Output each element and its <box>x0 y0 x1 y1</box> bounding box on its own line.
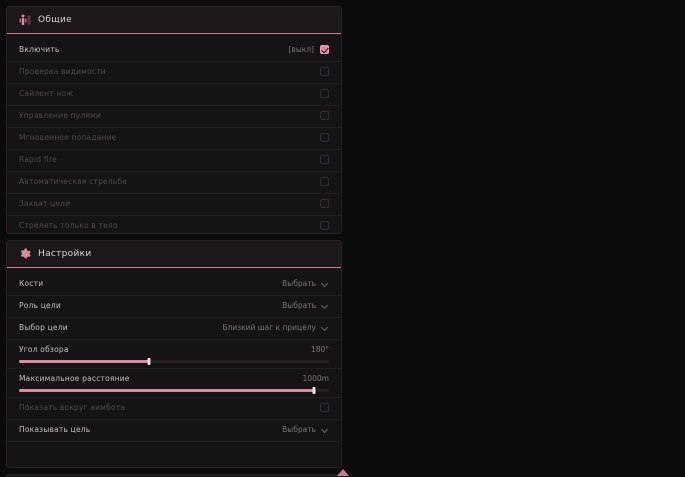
row-control <box>320 177 329 186</box>
slider-fill <box>19 389 314 392</box>
row-control <box>320 155 329 164</box>
setting-row[interactable]: Максимальное расстояние 1000m <box>7 369 341 398</box>
checkbox[interactable] <box>320 199 329 208</box>
setting-row[interactable]: Показать вокруг аимбота <box>7 398 341 420</box>
row-label: Выбор цели <box>19 323 68 332</box>
row-control <box>320 403 329 412</box>
row-label: Кости <box>19 279 44 288</box>
row-label: Включить <box>19 45 60 54</box>
setting-row[interactable]: Показывать цель Выбрать <box>7 420 341 442</box>
slider[interactable] <box>19 358 329 365</box>
row-value: [выкл] <box>288 45 314 54</box>
setting-row[interactable]: Роль цели Выбрать <box>7 296 341 318</box>
checkbox[interactable] <box>320 133 329 142</box>
setting-row[interactable]: Захват цели <box>7 194 341 216</box>
row-label: Максимальное расстояние <box>19 374 130 383</box>
row-value: 180° <box>310 345 329 354</box>
chevron-down-icon[interactable] <box>322 324 329 331</box>
setting-row[interactable]: Кости Выбрать <box>7 274 341 296</box>
checkbox[interactable] <box>320 67 329 76</box>
row-label: Мгновенное попадание <box>19 133 117 142</box>
slider-knob[interactable] <box>312 387 315 394</box>
setting-row[interactable]: Управление пулями <box>7 106 341 128</box>
slider-knob[interactable] <box>147 358 151 365</box>
row-value: Выбрать <box>282 425 316 434</box>
row-control: Выбрать <box>282 301 329 310</box>
panel-body: Включить [выкл] Проверка видимости Сайлент … <box>7 34 341 233</box>
row-control: 180° <box>311 345 329 354</box>
setting-row[interactable]: Автоматическая стрельба <box>7 172 341 194</box>
row-label: Стрелять только в тело <box>19 221 118 230</box>
row-value: 1000m <box>302 374 329 383</box>
row-control <box>320 111 329 120</box>
row-label: Rapid fire <box>19 155 57 164</box>
setting-row[interactable]: Проверка видимости <box>7 62 341 84</box>
setting-row[interactable]: Включить [выкл] <box>7 40 341 62</box>
setting-row[interactable]: Выбор цели Близкий шаг к прицелу <box>7 318 341 340</box>
panel-title: Настройки <box>38 249 92 259</box>
row-value: Выбрать <box>282 279 316 288</box>
row-control: Выбрать <box>282 279 329 288</box>
slider[interactable] <box>19 387 329 394</box>
checkbox[interactable] <box>320 89 329 98</box>
row-control <box>320 133 329 142</box>
row-label: Угол обзора <box>19 345 69 354</box>
row-control: [выкл] <box>288 45 329 54</box>
collapse-arrow-icon[interactable] <box>336 469 349 476</box>
row-control: Выбрать <box>282 425 329 434</box>
panel-settings: Настройки Кости Выбрать Роль цели Выбрать Выб… <box>6 240 342 468</box>
row-label: Показать вокруг аимбота <box>19 403 126 412</box>
row-label: Сайлент нож <box>19 89 74 98</box>
person-target-icon <box>19 14 31 26</box>
chevron-down-icon[interactable] <box>322 302 329 309</box>
row-label: Проверка видимости <box>19 67 106 76</box>
setting-row[interactable]: Мгновенное попадание <box>7 128 341 150</box>
panel-header: Дополнительно <box>7 475 341 477</box>
setting-row[interactable]: Угол обзора 180° <box>7 340 341 369</box>
row-control <box>320 221 329 230</box>
checkbox[interactable] <box>320 403 329 412</box>
row-label: Управление пулями <box>19 111 102 120</box>
setting-row[interactable]: Сайлент нож <box>7 84 341 106</box>
setting-row[interactable]: Rapid fire <box>7 150 341 172</box>
row-value: Выбрать <box>282 301 316 310</box>
checkbox[interactable] <box>320 155 329 164</box>
row-control: 1000m <box>303 374 329 383</box>
row-control <box>320 199 329 208</box>
panel-general: Общие Включить [выкл] Проверка видимости Сай… <box>6 6 342 234</box>
setting-row[interactable]: Стрелять только в тело <box>7 216 341 233</box>
row-label: Роль цели <box>19 301 61 310</box>
panel-body: Кости Выбрать Роль цели Выбрать Выбор цели Бл… <box>7 268 341 467</box>
checkbox[interactable] <box>320 45 329 54</box>
row-label: Показывать цель <box>19 425 91 434</box>
chevron-down-icon[interactable] <box>322 426 329 433</box>
row-label: Захват цели <box>19 199 71 208</box>
row-control <box>320 89 329 98</box>
gear-icon <box>19 248 31 260</box>
panel-header: Общие <box>7 7 341 34</box>
panel-title: Общие <box>38 15 72 25</box>
slider-fill <box>19 360 150 363</box>
row-label: Автоматическая стрельба <box>19 177 128 186</box>
row-control <box>320 67 329 76</box>
checkbox[interactable] <box>320 177 329 186</box>
checkbox[interactable] <box>320 111 329 120</box>
slider-track <box>19 360 329 363</box>
panel-header: Настройки <box>7 241 341 268</box>
row-value: Близкий шаг к прицелу <box>222 323 316 332</box>
row-control: Близкий шаг к прицелу <box>222 323 329 332</box>
checkbox[interactable] <box>320 221 329 230</box>
chevron-down-icon[interactable] <box>322 280 329 287</box>
